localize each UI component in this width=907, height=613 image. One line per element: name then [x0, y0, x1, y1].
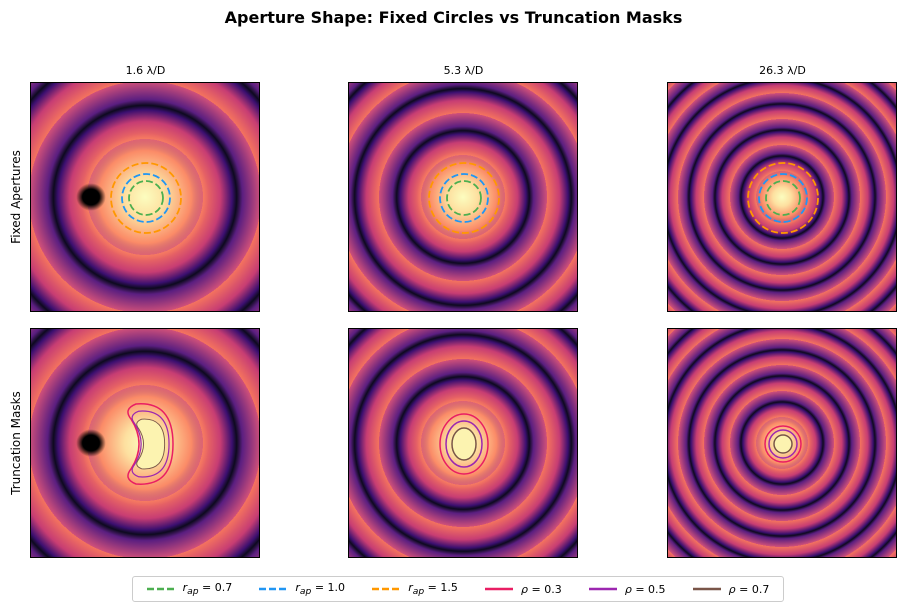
legend-swatch — [692, 587, 721, 591]
legend-symbol: ρ — [624, 582, 632, 596]
legend-label: rap = 1.5 — [408, 581, 458, 597]
aperture-circle — [765, 180, 801, 216]
legend-label: ρ = 0.7 — [729, 583, 770, 596]
mask-contour — [445, 420, 483, 468]
aperture-circle — [428, 162, 500, 234]
mask-contour — [773, 434, 793, 454]
contour-overlay — [764, 425, 802, 463]
legend-item: ρ = 0.7 — [692, 583, 770, 596]
mask-contour — [131, 410, 170, 478]
aperture-circle — [110, 162, 182, 234]
legend-item: rap = 1.0 — [259, 581, 345, 597]
column-title: 1.6 λ/D — [125, 64, 166, 77]
mask-contour — [768, 429, 798, 459]
contour-overlay — [747, 162, 819, 234]
contour-overlay — [110, 162, 182, 234]
legend-symbol: r — [295, 580, 300, 594]
legend-swatch — [485, 587, 513, 591]
aperture-circle — [758, 173, 808, 223]
legend-label: ρ = 0.5 — [625, 583, 666, 596]
mask-contour — [136, 418, 166, 470]
legend-symbol: r — [408, 580, 413, 594]
mask-contour — [439, 413, 489, 475]
figure-title: Aperture Shape: Fixed Circles vs Truncat… — [224, 8, 683, 27]
legend-text: = 0.3 — [531, 582, 562, 596]
legend-symbol: r — [182, 580, 188, 594]
dark-spot — [76, 429, 106, 457]
image-panel — [667, 82, 897, 312]
legend-subscript: ap — [187, 586, 199, 598]
column-title: 26.3 λ/D — [759, 64, 806, 77]
image-panel — [667, 328, 897, 558]
legend-item: rap = 0.7 — [146, 581, 233, 597]
image-panel — [30, 82, 260, 312]
legend-text: = 1.0 — [314, 580, 346, 594]
legend-label: rap = 1.0 — [295, 581, 345, 597]
legend-swatch — [372, 587, 401, 591]
aperture-circle — [128, 180, 164, 216]
aperture-circle — [747, 162, 819, 234]
legend-label: ρ = 0.3 — [521, 583, 562, 596]
mask-contour — [127, 403, 174, 485]
legend-text: = 0.7 — [739, 582, 770, 596]
legend-item: rap = 1.5 — [372, 581, 458, 597]
legend-symbol: ρ — [728, 582, 736, 596]
mask-contour — [764, 425, 802, 463]
legend-swatch — [146, 587, 175, 591]
image-panel — [30, 328, 260, 558]
aperture-circle — [121, 173, 171, 223]
legend-label: rap = 0.7 — [183, 581, 233, 597]
row-label: Fixed Apertures — [9, 150, 23, 244]
dark-spot — [76, 183, 106, 211]
mask-contour — [451, 427, 477, 461]
legend-swatch — [588, 587, 617, 591]
contour-overlay — [127, 403, 174, 485]
legend-text: = 0.7 — [202, 580, 233, 594]
image-panel — [348, 82, 578, 312]
legend-text: = 0.5 — [635, 582, 666, 596]
legend-swatch — [259, 587, 288, 591]
legend-subscript: ap — [412, 586, 425, 598]
row-label: Truncation Masks — [9, 391, 23, 495]
legend-text: = 1.5 — [427, 580, 458, 594]
legend-item: ρ = 0.5 — [588, 583, 666, 596]
contour-overlay — [439, 413, 489, 475]
aperture-circle — [439, 173, 489, 223]
image-panel — [348, 328, 578, 558]
contour-overlay — [428, 162, 500, 234]
legend-symbol: ρ — [521, 582, 528, 596]
column-title: 5.3 λ/D — [443, 64, 484, 77]
legend-item: ρ = 0.3 — [485, 583, 562, 596]
legend-subscript: ap — [299, 586, 312, 598]
aperture-circle — [446, 180, 482, 216]
legend: rap = 0.7 rap = 1.0 rap = 1.5 ρ = 0.3 ρ = 0.… — [132, 576, 784, 602]
